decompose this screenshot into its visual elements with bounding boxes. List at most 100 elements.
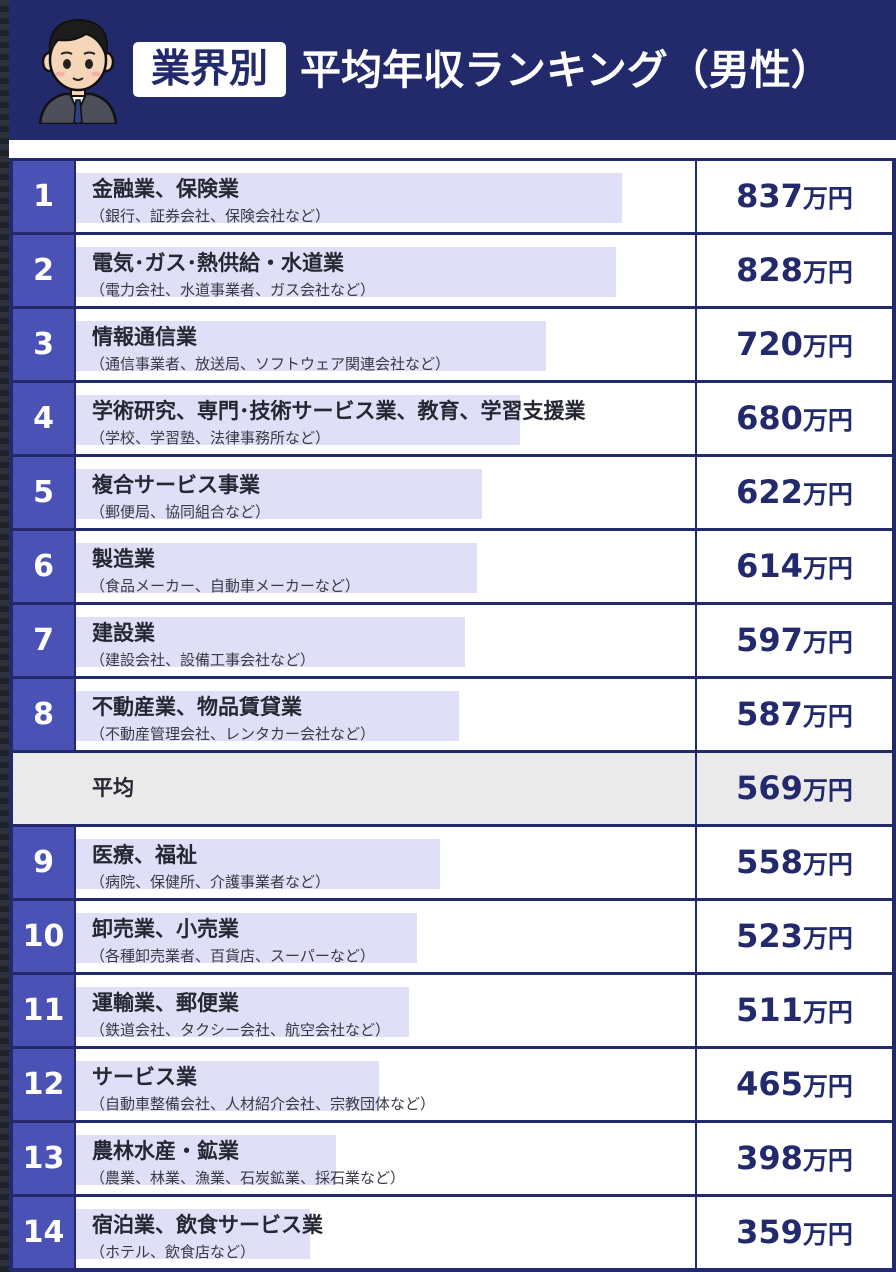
salary-value: 828 <box>736 251 803 289</box>
industry-cell: 学術研究、専門･技術サービス業、教育、学習支援業 （学校、学習塾、法律事務所など） <box>76 383 695 454</box>
bar <box>76 1209 310 1259</box>
table-row: 5 複合サービス事業 （郵便局、協同組合など） 622万円 <box>9 454 896 528</box>
average-label-cell: 平均 <box>13 753 695 824</box>
bar <box>76 1061 379 1111</box>
rank-number: 11 <box>13 975 74 1046</box>
industry-examples: （建設会社、設備工事会社など） <box>90 651 316 669</box>
title-badge: 業界別 <box>133 42 286 97</box>
industry-examples: （電力会社、水道事業者、ガス会社など） <box>90 281 376 299</box>
bar <box>76 1135 336 1185</box>
salary-cell: 720万円 <box>697 309 892 380</box>
rank-number: 6 <box>13 531 74 602</box>
industry-name: 運輸業、郵便業 <box>92 991 239 1015</box>
salary-unit: 万円 <box>802 628 853 657</box>
industry-cell: 医療、福祉 （病院、保健所、介護事業者など） <box>76 827 695 898</box>
salary-value: 720 <box>736 325 803 363</box>
bar <box>76 543 477 593</box>
bar <box>76 617 465 667</box>
salary-value: 614 <box>736 547 803 585</box>
bar <box>76 321 546 371</box>
industry-name: 卸売業、小売業 <box>92 917 239 941</box>
table-row: 2 電気･ガス･熱供給・水道業 （電力会社、水道事業者、ガス会社など） 828万円 <box>9 232 896 306</box>
salary-unit: 万円 <box>802 850 853 879</box>
salary-cell: 614万円 <box>697 531 892 602</box>
rank-number: 13 <box>13 1123 74 1194</box>
salary-cell: 511万円 <box>697 975 892 1046</box>
bar <box>76 913 417 963</box>
industry-name: 複合サービス事業 <box>92 473 260 497</box>
industry-name: 製造業 <box>92 547 155 571</box>
industry-cell: 建設業 （建設会社、設備工事会社など） <box>76 605 695 676</box>
industry-cell: 運輸業、郵便業 （鉄道会社、タクシー会社、航空会社など） <box>76 975 695 1046</box>
table-row: 1 金融業、保険業 （銀行、証券会社、保険会社など） 837万円 <box>9 158 896 232</box>
industry-name: 学術研究、専門･技術サービス業、教育、学習支援業 <box>92 399 586 423</box>
industry-name: 電気･ガス･熱供給・水道業 <box>92 251 344 275</box>
salary-unit: 万円 <box>802 184 853 213</box>
rank-number: 5 <box>13 457 74 528</box>
rank-number: 7 <box>13 605 74 676</box>
table-row: 13 農林水産・鉱業 （農業、林業、漁業、石炭鉱業、採石業など） 398万円 <box>9 1120 896 1194</box>
bar <box>76 173 622 223</box>
table-row: 11 運輸業、郵便業 （鉄道会社、タクシー会社、航空会社など） 511万円 <box>9 972 896 1046</box>
bar <box>76 395 520 445</box>
industry-examples: （農業、林業、漁業、石炭鉱業、採石業など） <box>90 1169 406 1187</box>
salary-cell: 465万円 <box>697 1049 892 1120</box>
salary-cell: 587万円 <box>697 679 892 750</box>
salary-cell: 828万円 <box>697 235 892 306</box>
industry-examples: （病院、保健所、介護事業者など） <box>90 873 331 891</box>
table-row: 12 サービス業 （自動車整備会社、人材紹介会社、宗教団体など） 465万円 <box>9 1046 896 1120</box>
industry-cell: 卸売業、小売業 （各種卸売業者、百貨店、スーパーなど） <box>76 901 695 972</box>
industry-name: 農林水産・鉱業 <box>92 1139 239 1163</box>
salary-cell: 680万円 <box>697 383 892 454</box>
salary-value: 597 <box>736 621 803 659</box>
table-row: 4 学術研究、専門･技術サービス業、教育、学習支援業 （学校、学習塾、法律事務所など… <box>9 380 896 454</box>
salary-cell: 837万円 <box>697 161 892 232</box>
salary-value: 465 <box>736 1065 803 1103</box>
salary-value: 558 <box>736 843 803 881</box>
industry-name: サービス業 <box>92 1065 197 1089</box>
industry-examples: （ホテル、飲食店など） <box>90 1243 256 1261</box>
table-row: 3 情報通信業 （通信事業者、放送局、ソフトウェア関連会社など） 720万円 <box>9 306 896 380</box>
industry-examples: （各種卸売業者、百貨店、スーパーなど） <box>90 947 375 965</box>
salary-value: 359 <box>736 1213 803 1251</box>
bar <box>76 469 482 519</box>
average-salary-cell: 569万円 <box>697 753 892 824</box>
industry-cell: 電気･ガス･熱供給・水道業 （電力会社、水道事業者、ガス会社など） <box>76 235 695 306</box>
rank-number: 1 <box>13 161 74 232</box>
salary-unit: 万円 <box>802 1072 853 1101</box>
salary-unit: 万円 <box>802 924 853 953</box>
salary-value: 523 <box>736 917 803 955</box>
rank-number: 14 <box>13 1197 74 1268</box>
industry-cell: 金融業、保険業 （銀行、証券会社、保険会社など） <box>76 161 695 232</box>
table-row: 8 不動産業、物品賃貸業 （不動産管理会社、レンタカー会社など） 587万円 <box>9 676 896 750</box>
salary-unit: 万円 <box>802 776 853 805</box>
salary-value: 587 <box>736 695 803 733</box>
salary-value: 398 <box>736 1139 803 1177</box>
salary-value: 837 <box>736 177 803 215</box>
rank-number: 4 <box>13 383 74 454</box>
salary-cell: 359万円 <box>697 1197 892 1268</box>
salary-unit: 万円 <box>802 702 853 731</box>
table-row: 9 医療、福祉 （病院、保健所、介護事業者など） 558万円 <box>9 824 896 898</box>
industry-examples: （学校、学習塾、法律事務所など） <box>90 429 331 447</box>
industry-name: 宿泊業、飲食サービス業 <box>92 1213 323 1237</box>
salary-cell: 558万円 <box>697 827 892 898</box>
salary-value: 511 <box>736 991 803 1029</box>
salary-unit: 万円 <box>802 480 853 509</box>
industry-name: 医療、福祉 <box>92 843 197 867</box>
salary-cell: 622万円 <box>697 457 892 528</box>
rank-number: 9 <box>13 827 74 898</box>
industry-cell: 複合サービス事業 （郵便局、協同組合など） <box>76 457 695 528</box>
industry-examples: （通信事業者、放送局、ソフトウェア関連会社など） <box>90 355 451 373</box>
salary-unit: 万円 <box>802 998 853 1027</box>
salary-value: 569 <box>736 769 803 807</box>
average-row: 平均 569万円 <box>9 750 896 824</box>
table-row: 10 卸売業、小売業 （各種卸売業者、百貨店、スーパーなど） 523万円 <box>9 898 896 972</box>
salary-value: 622 <box>736 473 803 511</box>
bar <box>76 691 459 741</box>
industry-cell: サービス業 （自動車整備会社、人材紹介会社、宗教団体など） <box>76 1049 695 1120</box>
industry-cell: 製造業 （食品メーカー、自動車メーカーなど） <box>76 531 695 602</box>
bar <box>76 987 409 1037</box>
industry-name: 金融業、保険業 <box>92 177 239 201</box>
